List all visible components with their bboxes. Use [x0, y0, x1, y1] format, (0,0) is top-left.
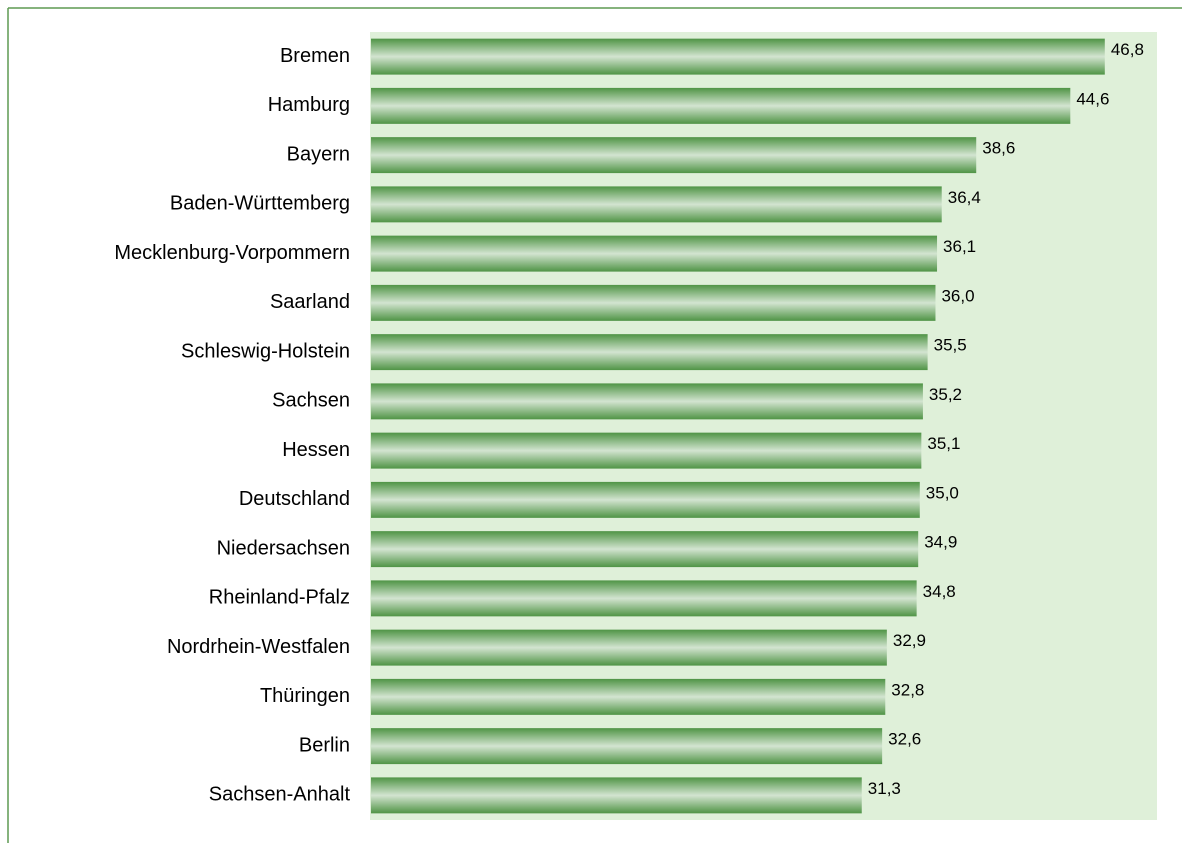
bar: [371, 38, 1105, 75]
y-tick-label: Nordrhein-Westfalen: [167, 636, 350, 658]
y-tick-label: Saarland: [270, 291, 350, 313]
y-tick-label: Hamburg: [268, 94, 350, 116]
bar: [371, 481, 920, 518]
y-tick-label: Mecklenburg-Vorpommern: [114, 242, 350, 264]
bar: [371, 137, 977, 174]
bar: [371, 678, 886, 715]
bar: [371, 284, 936, 321]
y-tick-label: Hessen: [282, 439, 350, 461]
y-tick-label: Thüringen: [260, 685, 350, 707]
value-label: 32,8: [891, 680, 924, 699]
value-label: 35,5: [934, 336, 967, 355]
value-label: 32,9: [893, 631, 926, 650]
y-tick-label: Bremen: [280, 45, 350, 67]
value-label: 31,3: [868, 779, 901, 798]
bar: [371, 186, 942, 223]
value-label: 38,6: [982, 139, 1015, 158]
bar: [371, 580, 917, 617]
y-tick-label: Schleswig-Holstein: [181, 340, 350, 362]
bar: [371, 432, 922, 469]
y-tick-label: Bayern: [287, 143, 350, 165]
bar: [371, 777, 862, 814]
y-tick-label: Sachsen: [272, 390, 350, 412]
bar: [371, 235, 938, 272]
value-label: 34,9: [924, 533, 957, 552]
value-label: 35,2: [929, 385, 962, 404]
bar: [371, 531, 919, 568]
y-tick-label: Niedersachsen: [217, 537, 350, 559]
bar: [371, 334, 928, 371]
y-tick-label: Deutschland: [239, 488, 350, 510]
bar: [371, 383, 923, 420]
bar: [371, 629, 887, 666]
value-label: 36,1: [943, 237, 976, 256]
value-label: 36,4: [948, 188, 981, 207]
value-label: 44,6: [1076, 89, 1109, 108]
y-tick-label: Berlin: [299, 734, 350, 756]
y-tick-label: Baden-Württemberg: [170, 193, 350, 215]
bar: [371, 728, 883, 765]
value-label: 36,0: [941, 286, 974, 305]
value-label: 35,0: [926, 483, 959, 502]
value-label: 46,8: [1111, 40, 1144, 59]
value-label: 34,8: [923, 582, 956, 601]
value-label: 35,1: [927, 434, 960, 453]
value-label: 32,6: [888, 730, 921, 749]
y-tick-label: Sachsen-Anhalt: [209, 784, 351, 806]
bar: [371, 87, 1071, 124]
y-tick-label: Rheinland-Pfalz: [209, 587, 350, 609]
